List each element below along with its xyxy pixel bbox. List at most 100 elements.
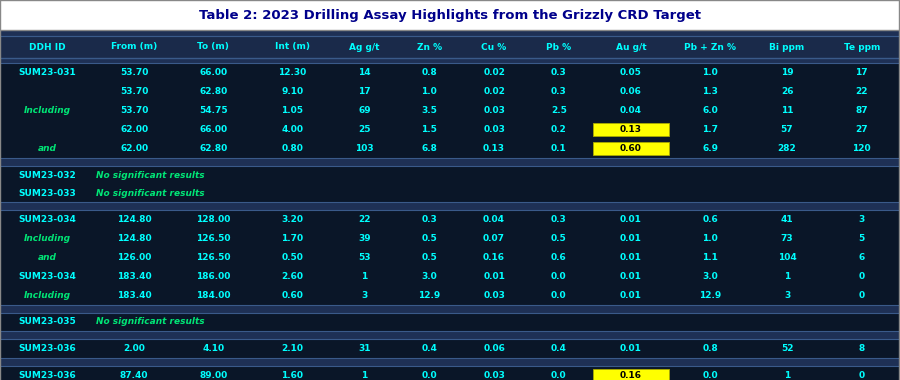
Text: SUM23-034: SUM23-034 xyxy=(18,272,76,281)
Text: and: and xyxy=(38,144,57,153)
Text: 6.8: 6.8 xyxy=(421,144,437,153)
Text: 0.3: 0.3 xyxy=(421,215,437,224)
Text: 87: 87 xyxy=(855,106,868,115)
Text: 0.03: 0.03 xyxy=(483,291,505,300)
Text: 0.4: 0.4 xyxy=(551,344,567,353)
Text: SUM23-036: SUM23-036 xyxy=(18,344,76,353)
Text: SUM23-031: SUM23-031 xyxy=(18,68,76,77)
Text: 1.70: 1.70 xyxy=(282,234,303,243)
Text: 41: 41 xyxy=(780,215,794,224)
Text: 2.60: 2.60 xyxy=(282,272,303,281)
Text: 3.5: 3.5 xyxy=(421,106,437,115)
Text: 6.0: 6.0 xyxy=(702,106,718,115)
Bar xyxy=(0,358,900,366)
Text: 0.16: 0.16 xyxy=(483,253,505,262)
Text: SUM23-035: SUM23-035 xyxy=(18,318,76,326)
Text: 124.80: 124.80 xyxy=(117,234,151,243)
Bar xyxy=(593,142,669,155)
Bar xyxy=(0,58,900,63)
Text: 1: 1 xyxy=(784,371,790,380)
Bar xyxy=(0,30,900,36)
Text: 0.0: 0.0 xyxy=(551,371,567,380)
Text: To (m): To (m) xyxy=(197,43,230,52)
Bar xyxy=(0,313,900,331)
Bar xyxy=(0,120,900,139)
Text: 0.6: 0.6 xyxy=(551,253,567,262)
Text: 0.5: 0.5 xyxy=(421,253,437,262)
Text: 0.3: 0.3 xyxy=(551,87,567,96)
Bar xyxy=(0,366,900,380)
Text: 0.60: 0.60 xyxy=(282,291,303,300)
Text: 1.60: 1.60 xyxy=(282,371,303,380)
Text: 8: 8 xyxy=(859,344,865,353)
Text: 1.05: 1.05 xyxy=(282,106,303,115)
Text: Bi ppm: Bi ppm xyxy=(770,43,805,52)
Text: 0.16: 0.16 xyxy=(620,371,642,380)
Bar xyxy=(0,248,900,267)
Text: 1.0: 1.0 xyxy=(702,234,718,243)
Text: 0.01: 0.01 xyxy=(620,253,642,262)
Text: 0.13: 0.13 xyxy=(483,144,505,153)
Bar xyxy=(0,0,900,30)
Text: 0: 0 xyxy=(859,272,865,281)
Text: SUM23-036: SUM23-036 xyxy=(18,371,76,380)
Bar xyxy=(0,210,900,229)
Text: 0.06: 0.06 xyxy=(620,87,642,96)
Text: 1: 1 xyxy=(362,371,367,380)
Text: 0.01: 0.01 xyxy=(620,291,642,300)
Text: 3.20: 3.20 xyxy=(282,215,303,224)
Text: 0.06: 0.06 xyxy=(483,344,505,353)
Text: 124.80: 124.80 xyxy=(117,215,151,224)
Text: 62.80: 62.80 xyxy=(199,87,228,96)
Text: 0.3: 0.3 xyxy=(551,215,567,224)
Text: 3: 3 xyxy=(784,291,790,300)
Bar xyxy=(0,229,900,248)
Text: 0.03: 0.03 xyxy=(483,371,505,380)
Text: Au g/t: Au g/t xyxy=(616,43,646,52)
Text: 1.3: 1.3 xyxy=(702,87,718,96)
Text: SUM23-032: SUM23-032 xyxy=(18,171,76,179)
Text: 0.6: 0.6 xyxy=(702,215,718,224)
Text: 26: 26 xyxy=(781,87,793,96)
Text: 0.01: 0.01 xyxy=(620,234,642,243)
Text: Cu %: Cu % xyxy=(482,43,507,52)
Text: 0.01: 0.01 xyxy=(483,272,505,281)
Text: Int (m): Int (m) xyxy=(275,43,310,52)
Text: 3: 3 xyxy=(859,215,865,224)
Text: 0.07: 0.07 xyxy=(483,234,505,243)
Text: 1: 1 xyxy=(362,272,367,281)
Text: 62.00: 62.00 xyxy=(120,144,148,153)
Text: 6: 6 xyxy=(859,253,865,262)
Text: 126.50: 126.50 xyxy=(196,253,230,262)
Text: 1.5: 1.5 xyxy=(421,125,437,134)
Text: Pb + Zn %: Pb + Zn % xyxy=(684,43,736,52)
Text: Ag g/t: Ag g/t xyxy=(349,43,380,52)
Text: 0.3: 0.3 xyxy=(551,68,567,77)
Bar xyxy=(0,166,900,184)
Text: 53.70: 53.70 xyxy=(120,106,148,115)
Text: 0.04: 0.04 xyxy=(620,106,642,115)
Text: and: and xyxy=(38,253,57,262)
Text: 22: 22 xyxy=(856,87,868,96)
Text: 66.00: 66.00 xyxy=(199,68,228,77)
Text: 0.05: 0.05 xyxy=(620,68,642,77)
Text: 1.0: 1.0 xyxy=(702,68,718,77)
Text: 0.13: 0.13 xyxy=(620,125,642,134)
Text: 0.50: 0.50 xyxy=(282,253,303,262)
Bar xyxy=(0,267,900,286)
Text: 126.50: 126.50 xyxy=(196,234,230,243)
Text: 1.0: 1.0 xyxy=(421,87,437,96)
Text: SUM23-034: SUM23-034 xyxy=(18,215,76,224)
Text: 17: 17 xyxy=(855,68,868,77)
Text: 54.75: 54.75 xyxy=(199,106,228,115)
Text: 6.9: 6.9 xyxy=(702,144,718,153)
Text: 9.10: 9.10 xyxy=(282,87,303,96)
Text: 89.00: 89.00 xyxy=(199,371,228,380)
Text: No significant results: No significant results xyxy=(96,318,205,326)
Text: 0.4: 0.4 xyxy=(421,344,437,353)
Text: 0.03: 0.03 xyxy=(483,125,505,134)
Text: No significant results: No significant results xyxy=(96,188,205,198)
Bar xyxy=(0,305,900,313)
Text: 14: 14 xyxy=(358,68,371,77)
Text: 120: 120 xyxy=(852,144,871,153)
